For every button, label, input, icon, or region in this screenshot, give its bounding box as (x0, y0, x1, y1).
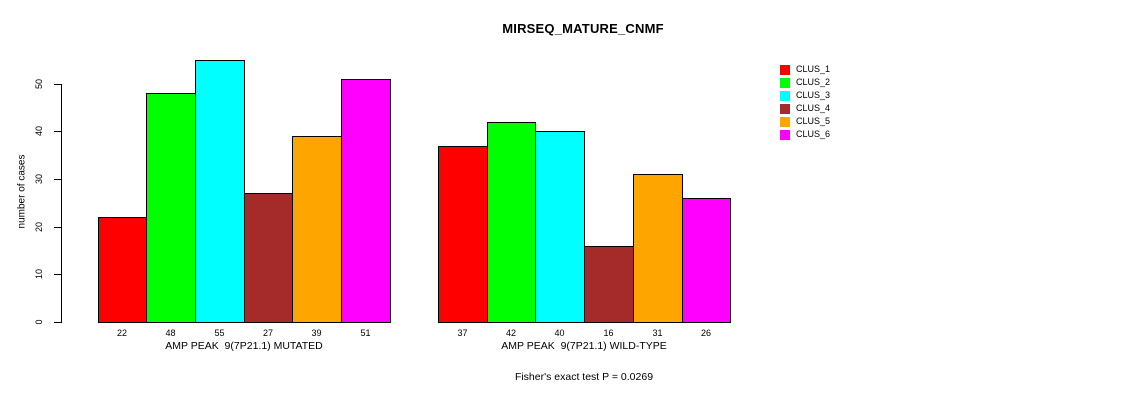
legend-entry: CLUS_5 (780, 115, 830, 128)
legend-swatch-icon (780, 116, 790, 127)
y-axis-line (61, 84, 62, 323)
bar-clus_4-group2 (584, 246, 634, 323)
y-axis-tick-label: 40 (34, 126, 44, 137)
legend-swatch-icon (780, 103, 790, 114)
legend-label: CLUS_5 (796, 116, 831, 126)
y-axis-tick-label: 0 (34, 319, 44, 325)
bar-value-label: 16 (603, 328, 614, 338)
y-axis-tick-label: 10 (34, 269, 44, 280)
y-axis-tick (54, 274, 62, 275)
y-axis-tick (54, 179, 62, 180)
legend-swatch-icon (780, 77, 790, 88)
bar-value-label: 55 (214, 328, 225, 338)
y-axis-tick-label: 50 (34, 79, 44, 90)
bar-value-label: 37 (457, 328, 468, 338)
legend-swatch-icon (780, 129, 790, 140)
legend-swatch-icon (780, 64, 790, 75)
footnote-fisher-test: Fisher's exact test P = 0.0269 (514, 371, 654, 383)
bar-value-label: 31 (652, 328, 663, 338)
bar-clus_2-group1 (146, 93, 196, 323)
bar-clus_2-group2 (487, 122, 536, 323)
y-axis-tick-label: 20 (34, 222, 44, 233)
chart-title: MIRSEQ_MATURE_CNMF (502, 21, 664, 36)
group-label-wild-type: AMP PEAK 9(7P21.1) WILD-TYPE (501, 340, 667, 352)
bar-value-label: 42 (505, 328, 516, 338)
bar-clus_1-group2 (438, 146, 488, 323)
bar-value-label: 22 (116, 328, 127, 338)
legend-entry: CLUS_6 (780, 128, 830, 141)
bar-clus_5-group2 (633, 174, 683, 323)
legend-swatch-icon (780, 90, 790, 101)
bar-value-label: 26 (700, 328, 711, 338)
y-axis-tick (54, 84, 62, 85)
bar-value-label: 48 (165, 328, 176, 338)
legend-entry: CLUS_3 (780, 89, 830, 102)
bar-value-label: 40 (554, 328, 565, 338)
y-axis-tick-label: 30 (34, 174, 44, 185)
y-axis-tick (54, 131, 62, 132)
group-label-mutated: AMP PEAK 9(7P21.1) MUTATED (165, 340, 323, 352)
legend-label: CLUS_1 (796, 64, 831, 74)
legend-entry: CLUS_2 (780, 76, 830, 89)
legend: CLUS_1 CLUS_2 CLUS_3 CLUS_4 CLUS_5 CLUS_6 (780, 63, 830, 141)
legend-label: CLUS_4 (796, 103, 831, 113)
legend-entry: CLUS_1 (780, 63, 830, 76)
legend-label: CLUS_6 (796, 129, 831, 139)
bar-value-label: 27 (262, 328, 273, 338)
bar-value-label: 39 (311, 328, 322, 338)
legend-label: CLUS_2 (796, 77, 831, 87)
bar-value-label: 51 (360, 328, 371, 338)
bar-clus_6-group1 (341, 79, 391, 323)
bar-clus_3-group2 (535, 131, 585, 323)
bar-clus_5-group1 (292, 136, 342, 323)
bar-clus_6-group2 (682, 198, 731, 323)
bar-clus_4-group1 (244, 193, 293, 323)
y-axis-tick (54, 227, 62, 228)
y-axis-tick (54, 322, 62, 323)
legend-entry: CLUS_4 (780, 102, 830, 115)
legend-label: CLUS_3 (796, 90, 831, 100)
bar-clus_1-group1 (98, 217, 147, 323)
bar-clus_3-group1 (195, 60, 245, 323)
